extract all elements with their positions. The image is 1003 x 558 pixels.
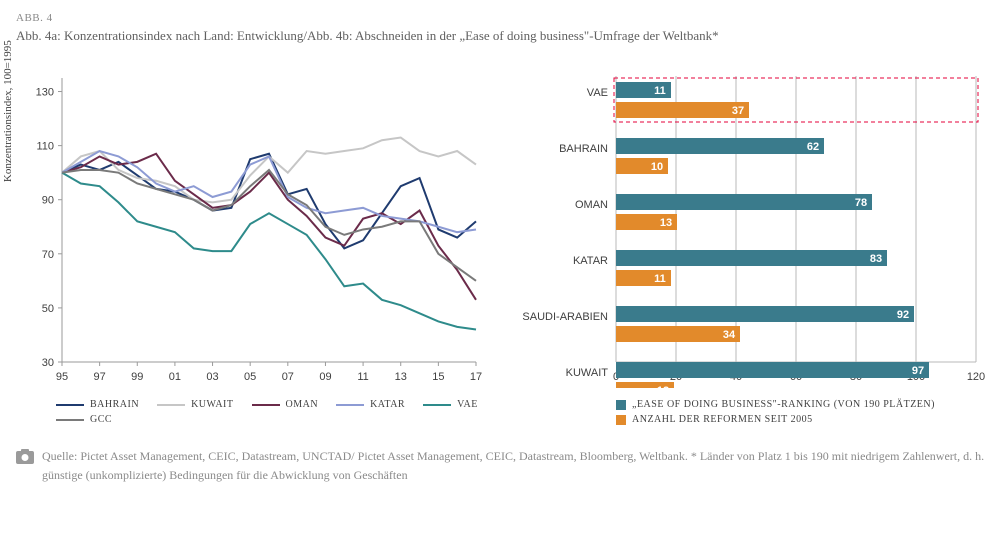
bar-chart: 020406080100120VAE1137BAHRAIN6210OMAN781… (506, 68, 986, 388)
footnote-text: Quelle: Pictet Asset Management, CEIC, D… (42, 447, 987, 485)
legend-label: BAHRAIN (90, 399, 139, 410)
legend-square-swatch (616, 400, 626, 410)
legend-label: OMAN (286, 399, 319, 410)
svg-text:10: 10 (651, 161, 663, 173)
svg-text:12: 12 (657, 385, 669, 388)
svg-text:05: 05 (244, 371, 256, 383)
svg-text:11: 11 (357, 371, 368, 383)
svg-text:03: 03 (206, 371, 218, 383)
svg-text:KATAR: KATAR (573, 255, 608, 267)
svg-text:92: 92 (897, 309, 909, 321)
svg-text:50: 50 (42, 303, 54, 315)
legend-item: KATAR (336, 399, 405, 410)
bar-legend: „EASE OF DOING BUSINESS"-RANKING (VON 19… (506, 399, 987, 425)
svg-text:11: 11 (654, 85, 666, 97)
camera-icon (16, 449, 34, 464)
line-chart-box: Konzentrationsindex, 100=1995 3050709011… (16, 68, 486, 425)
svg-text:97: 97 (912, 365, 924, 377)
svg-text:VAE: VAE (587, 87, 608, 99)
footnote-row: Quelle: Pictet Asset Management, CEIC, D… (16, 447, 987, 485)
legend-item: GCC (56, 414, 112, 425)
legend-label: KATAR (370, 399, 405, 410)
legend-label: GCC (90, 414, 112, 425)
legend-item: „EASE OF DOING BUSINESS"-RANKING (VON 19… (616, 399, 935, 410)
legend-label: KUWAIT (191, 399, 233, 410)
legend-item: VAE (423, 399, 478, 410)
legend-square-swatch (616, 415, 626, 425)
svg-text:11: 11 (654, 273, 666, 285)
line-legend: BAHRAIN KUWAIT OMAN KATAR VAE GCC (16, 399, 486, 425)
bar-chart-box: 020406080100120VAE1137BAHRAIN6210OMAN781… (506, 68, 987, 425)
figure-title: Abb. 4a: Konzentrationsindex nach Land: … (16, 28, 987, 44)
legend-label: VAE (457, 399, 478, 410)
svg-text:70: 70 (42, 249, 54, 261)
legend-label: ANZAHL DER REFORMEN SEIT 2005 (632, 414, 813, 425)
svg-text:OMAN: OMAN (575, 199, 608, 211)
svg-text:62: 62 (807, 141, 819, 153)
svg-text:90: 90 (42, 195, 54, 207)
svg-text:15: 15 (432, 371, 444, 383)
legend-line-swatch (56, 404, 84, 406)
svg-text:01: 01 (169, 371, 181, 383)
svg-text:34: 34 (723, 329, 736, 341)
legend-item: KUWAIT (157, 399, 233, 410)
svg-text:37: 37 (732, 105, 744, 117)
svg-text:83: 83 (870, 253, 882, 265)
svg-text:97: 97 (94, 371, 106, 383)
legend-line-swatch (157, 404, 185, 406)
svg-text:30: 30 (42, 357, 54, 369)
svg-text:BAHRAIN: BAHRAIN (559, 143, 608, 155)
legend-item: BAHRAIN (56, 399, 139, 410)
legend-item: OMAN (252, 399, 319, 410)
svg-text:07: 07 (282, 371, 294, 383)
legend-label: „EASE OF DOING BUSINESS"-RANKING (VON 19… (632, 399, 935, 410)
line-chart: 30 50 70 90 110 130 95 97 99 01 03 05 07 09 11 13 15 17 (16, 68, 486, 388)
legend-line-swatch (252, 404, 280, 406)
svg-text:13: 13 (395, 371, 407, 383)
legend-line-swatch (336, 404, 364, 406)
svg-text:99: 99 (131, 371, 143, 383)
charts-row: Konzentrationsindex, 100=1995 3050709011… (16, 68, 987, 425)
legend-line-swatch (423, 404, 451, 406)
svg-text:130: 130 (36, 87, 54, 99)
figure-label: ABB. 4 (16, 12, 987, 24)
legend-item: ANZAHL DER REFORMEN SEIT 2005 (616, 414, 813, 425)
svg-text:SAUDI-ARABIEN: SAUDI-ARABIEN (522, 311, 608, 323)
legend-line-swatch (56, 419, 84, 421)
svg-text:13: 13 (660, 217, 672, 229)
svg-text:09: 09 (319, 371, 331, 383)
svg-text:95: 95 (56, 371, 68, 383)
line-y-axis-label: Konzentrationsindex, 100=1995 (2, 40, 14, 182)
svg-text:120: 120 (967, 371, 985, 383)
svg-text:78: 78 (855, 197, 867, 209)
svg-text:110: 110 (36, 141, 54, 153)
svg-text:KUWAIT: KUWAIT (566, 367, 609, 379)
svg-text:17: 17 (470, 371, 482, 383)
